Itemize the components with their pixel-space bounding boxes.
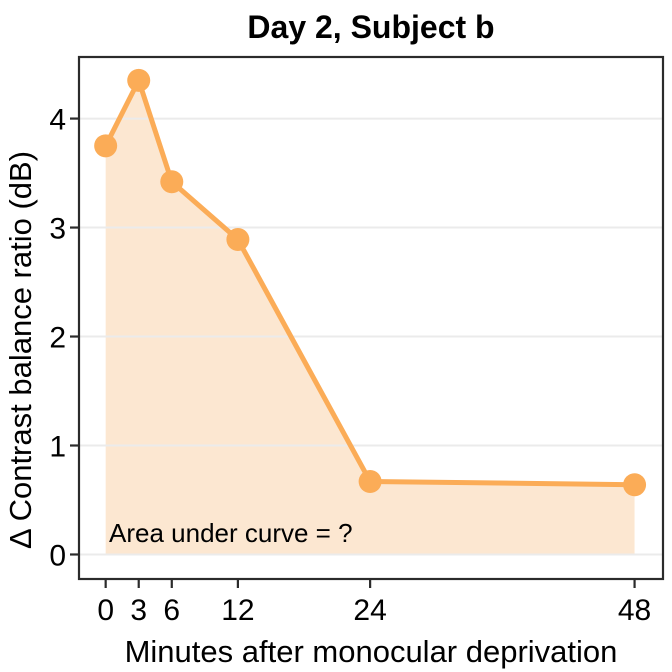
x-tick-label: 6 <box>163 594 180 627</box>
x-axis-title: Minutes after monocular deprivation <box>125 634 618 669</box>
y-tick-label: 2 <box>49 322 66 355</box>
y-tick-label: 1 <box>49 431 66 464</box>
y-tick-label: 0 <box>49 539 66 572</box>
y-tick-label: 4 <box>49 104 66 137</box>
data-point <box>358 469 382 493</box>
data-point <box>127 68 151 92</box>
data-line <box>103 77 638 488</box>
chart-title: Day 2, Subject b <box>247 9 494 45</box>
line-layer <box>103 77 638 488</box>
y-tick-label: 3 <box>49 213 66 246</box>
auc-annotation: Area under curve = ? <box>109 518 353 548</box>
area-layer <box>105 80 635 555</box>
y-axis-title: Δ Contrast balance ratio (dB) <box>3 151 38 549</box>
x-tick-label: 48 <box>618 594 651 627</box>
data-point <box>226 228 250 252</box>
tick-layer <box>70 117 636 588</box>
area-under-curve-fill <box>105 80 635 555</box>
x-tick-label: 0 <box>97 594 114 627</box>
x-tick-label: 12 <box>221 594 254 627</box>
point-layer <box>94 68 647 497</box>
data-point <box>160 170 184 194</box>
grid-layer <box>79 117 663 556</box>
x-tick-label: 24 <box>353 594 386 627</box>
data-point <box>623 473 647 497</box>
data-point <box>94 134 118 158</box>
x-tick-label: 3 <box>130 594 147 627</box>
